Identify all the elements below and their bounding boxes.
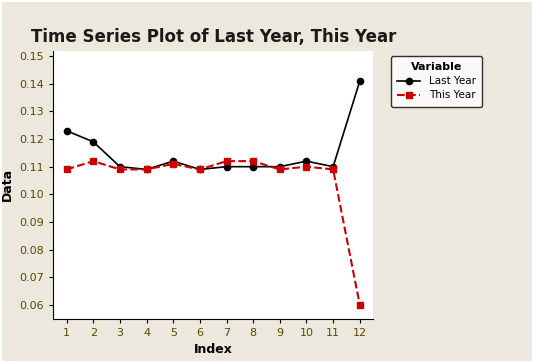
Last Year [330,164,336,169]
Title: Time Series Plot of Last Year, This Year: Time Series Plot of Last Year, This Year [30,28,396,46]
Last Year [223,164,230,169]
Last Year [277,164,283,169]
This Year [143,167,150,172]
This Year [250,159,256,163]
Last Year [357,79,363,83]
This Year [223,159,230,163]
Legend: Last Year, This Year: Last Year, This Year [391,56,482,107]
This Year [277,167,283,172]
This Year [117,167,123,172]
Last Year [170,159,176,163]
This Year [357,303,363,307]
This Year [303,164,310,169]
This Year [330,167,336,172]
This Year [90,159,96,163]
This Year [170,162,176,166]
Last Year [143,167,150,172]
Y-axis label: Data: Data [1,168,14,201]
X-axis label: Index: Index [194,343,232,356]
Last Year [197,167,203,172]
This Year [63,167,70,172]
Last Year [250,164,256,169]
Line: This Year: This Year [63,158,363,308]
Last Year [63,129,70,133]
This Year [197,167,203,172]
Last Year [117,164,123,169]
Last Year [90,140,96,144]
Line: Last Year: Last Year [63,78,363,173]
Last Year [303,159,310,163]
